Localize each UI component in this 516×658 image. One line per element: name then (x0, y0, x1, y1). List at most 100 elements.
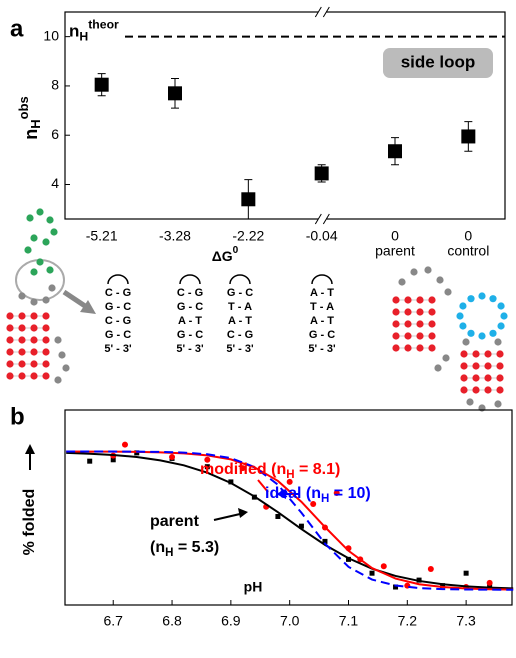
nucleotide (46, 216, 54, 224)
nucleotide (30, 298, 38, 306)
x-tick-label: 7.2 (398, 613, 418, 629)
nucleotide (392, 332, 400, 340)
plot-frame (64, 11, 506, 220)
annotation-part: = 10) (329, 485, 370, 502)
nucleotide (42, 296, 50, 304)
data-point (241, 192, 256, 207)
schematics (6, 208, 508, 412)
nucleotide (428, 308, 436, 316)
fit-curve (66, 450, 514, 591)
data-point (239, 465, 246, 472)
nucleotide (42, 238, 50, 246)
base-pair: A - T (228, 315, 252, 327)
annotation-arrow-head (238, 508, 248, 518)
data-point (204, 464, 210, 470)
nucleotide (18, 360, 26, 368)
annotation: ideal (nH = 10) (265, 485, 371, 505)
loop-arc (229, 274, 251, 285)
annotation-arrow (257, 479, 269, 493)
annotation-part: = 5.3) (173, 539, 219, 556)
base-pair: G - C (309, 329, 335, 341)
x-axis-label: ΔG0 (212, 245, 239, 264)
data-point (298, 523, 304, 529)
axis-break-gap (318, 216, 327, 222)
nucleotide (36, 258, 44, 266)
nucleotide (42, 372, 50, 380)
nucleotide (472, 350, 480, 358)
nucleotide (58, 351, 66, 359)
x-sublabel: control (447, 243, 489, 259)
nucleotide (484, 362, 492, 370)
data-point (369, 570, 375, 576)
nucleotide (428, 332, 436, 340)
reference-label-part: n (69, 22, 79, 41)
x-tick-label: 6.8 (162, 613, 182, 629)
nucleotide (18, 324, 26, 332)
nucleotide (30, 348, 38, 356)
nucleotide (428, 344, 436, 352)
base-pair: G - C (105, 301, 131, 313)
annotation: (nH = 5.3) (150, 539, 219, 559)
reference-label: nHtheor (69, 18, 119, 44)
x-sublabel: parent (375, 243, 415, 259)
nucleotide (489, 329, 497, 337)
x-tick-label: 7.0 (280, 613, 300, 629)
nucleotide (404, 320, 412, 328)
annotation: parent (150, 513, 200, 530)
data-point (121, 441, 128, 448)
base-pair: G - C (177, 301, 203, 313)
nucleotide (436, 276, 444, 284)
annotation-part: H (286, 469, 294, 481)
nucleotide (404, 344, 412, 352)
axis-break (314, 6, 330, 18)
base-pair: 5' - 3' (308, 343, 336, 355)
data-point (486, 579, 493, 586)
nucleotide (424, 266, 432, 274)
nucleotide (26, 214, 34, 222)
base-pair: A - T (310, 287, 334, 299)
nucleotide (6, 348, 14, 356)
x-tick-label: -5.21 (86, 228, 118, 244)
x-tick-label: 7.3 (456, 613, 476, 629)
nucleotide (460, 362, 468, 370)
base-pair: G - C (177, 329, 203, 341)
nucleotide (6, 312, 14, 320)
y-tick-label: 6 (51, 126, 59, 142)
nucleotide (54, 376, 62, 384)
data-point (427, 566, 434, 573)
nucleotide (459, 322, 467, 330)
nucleotide (30, 312, 38, 320)
nucleotide (6, 336, 14, 344)
data-point (463, 570, 469, 576)
nucleotide (444, 288, 452, 296)
nucleotide (392, 296, 400, 304)
nucleotide (416, 344, 424, 352)
nucleotide (494, 338, 502, 346)
annotation-part: ideal (n (265, 485, 321, 502)
x-tick-label: 0 (464, 228, 472, 244)
nucleotide (6, 324, 14, 332)
nucleotide (472, 374, 480, 382)
nucleotide (484, 386, 492, 394)
data-point (110, 457, 116, 463)
data-point (286, 478, 293, 485)
panel-label: b (10, 403, 25, 430)
panel-label: a (10, 15, 24, 42)
y-axis-label: % folded (21, 489, 38, 556)
data-point (345, 556, 351, 562)
data-point (393, 584, 399, 590)
annotation-box (383, 48, 493, 78)
axis-arrow-head (25, 444, 35, 454)
nucleotide (497, 322, 505, 330)
annotation-part: H (321, 493, 329, 505)
y-tick-label: 4 (51, 175, 59, 191)
axis-break-gap (318, 9, 327, 15)
nucleotide (428, 296, 436, 304)
nucleotide (467, 329, 475, 337)
nucleotide (472, 362, 480, 370)
annotation-part: H (165, 547, 173, 559)
nucleotide (24, 246, 32, 254)
base-pair: C - G (105, 315, 131, 327)
annotation-part: (n (150, 539, 165, 556)
annotation-part: modified (n (200, 461, 286, 478)
